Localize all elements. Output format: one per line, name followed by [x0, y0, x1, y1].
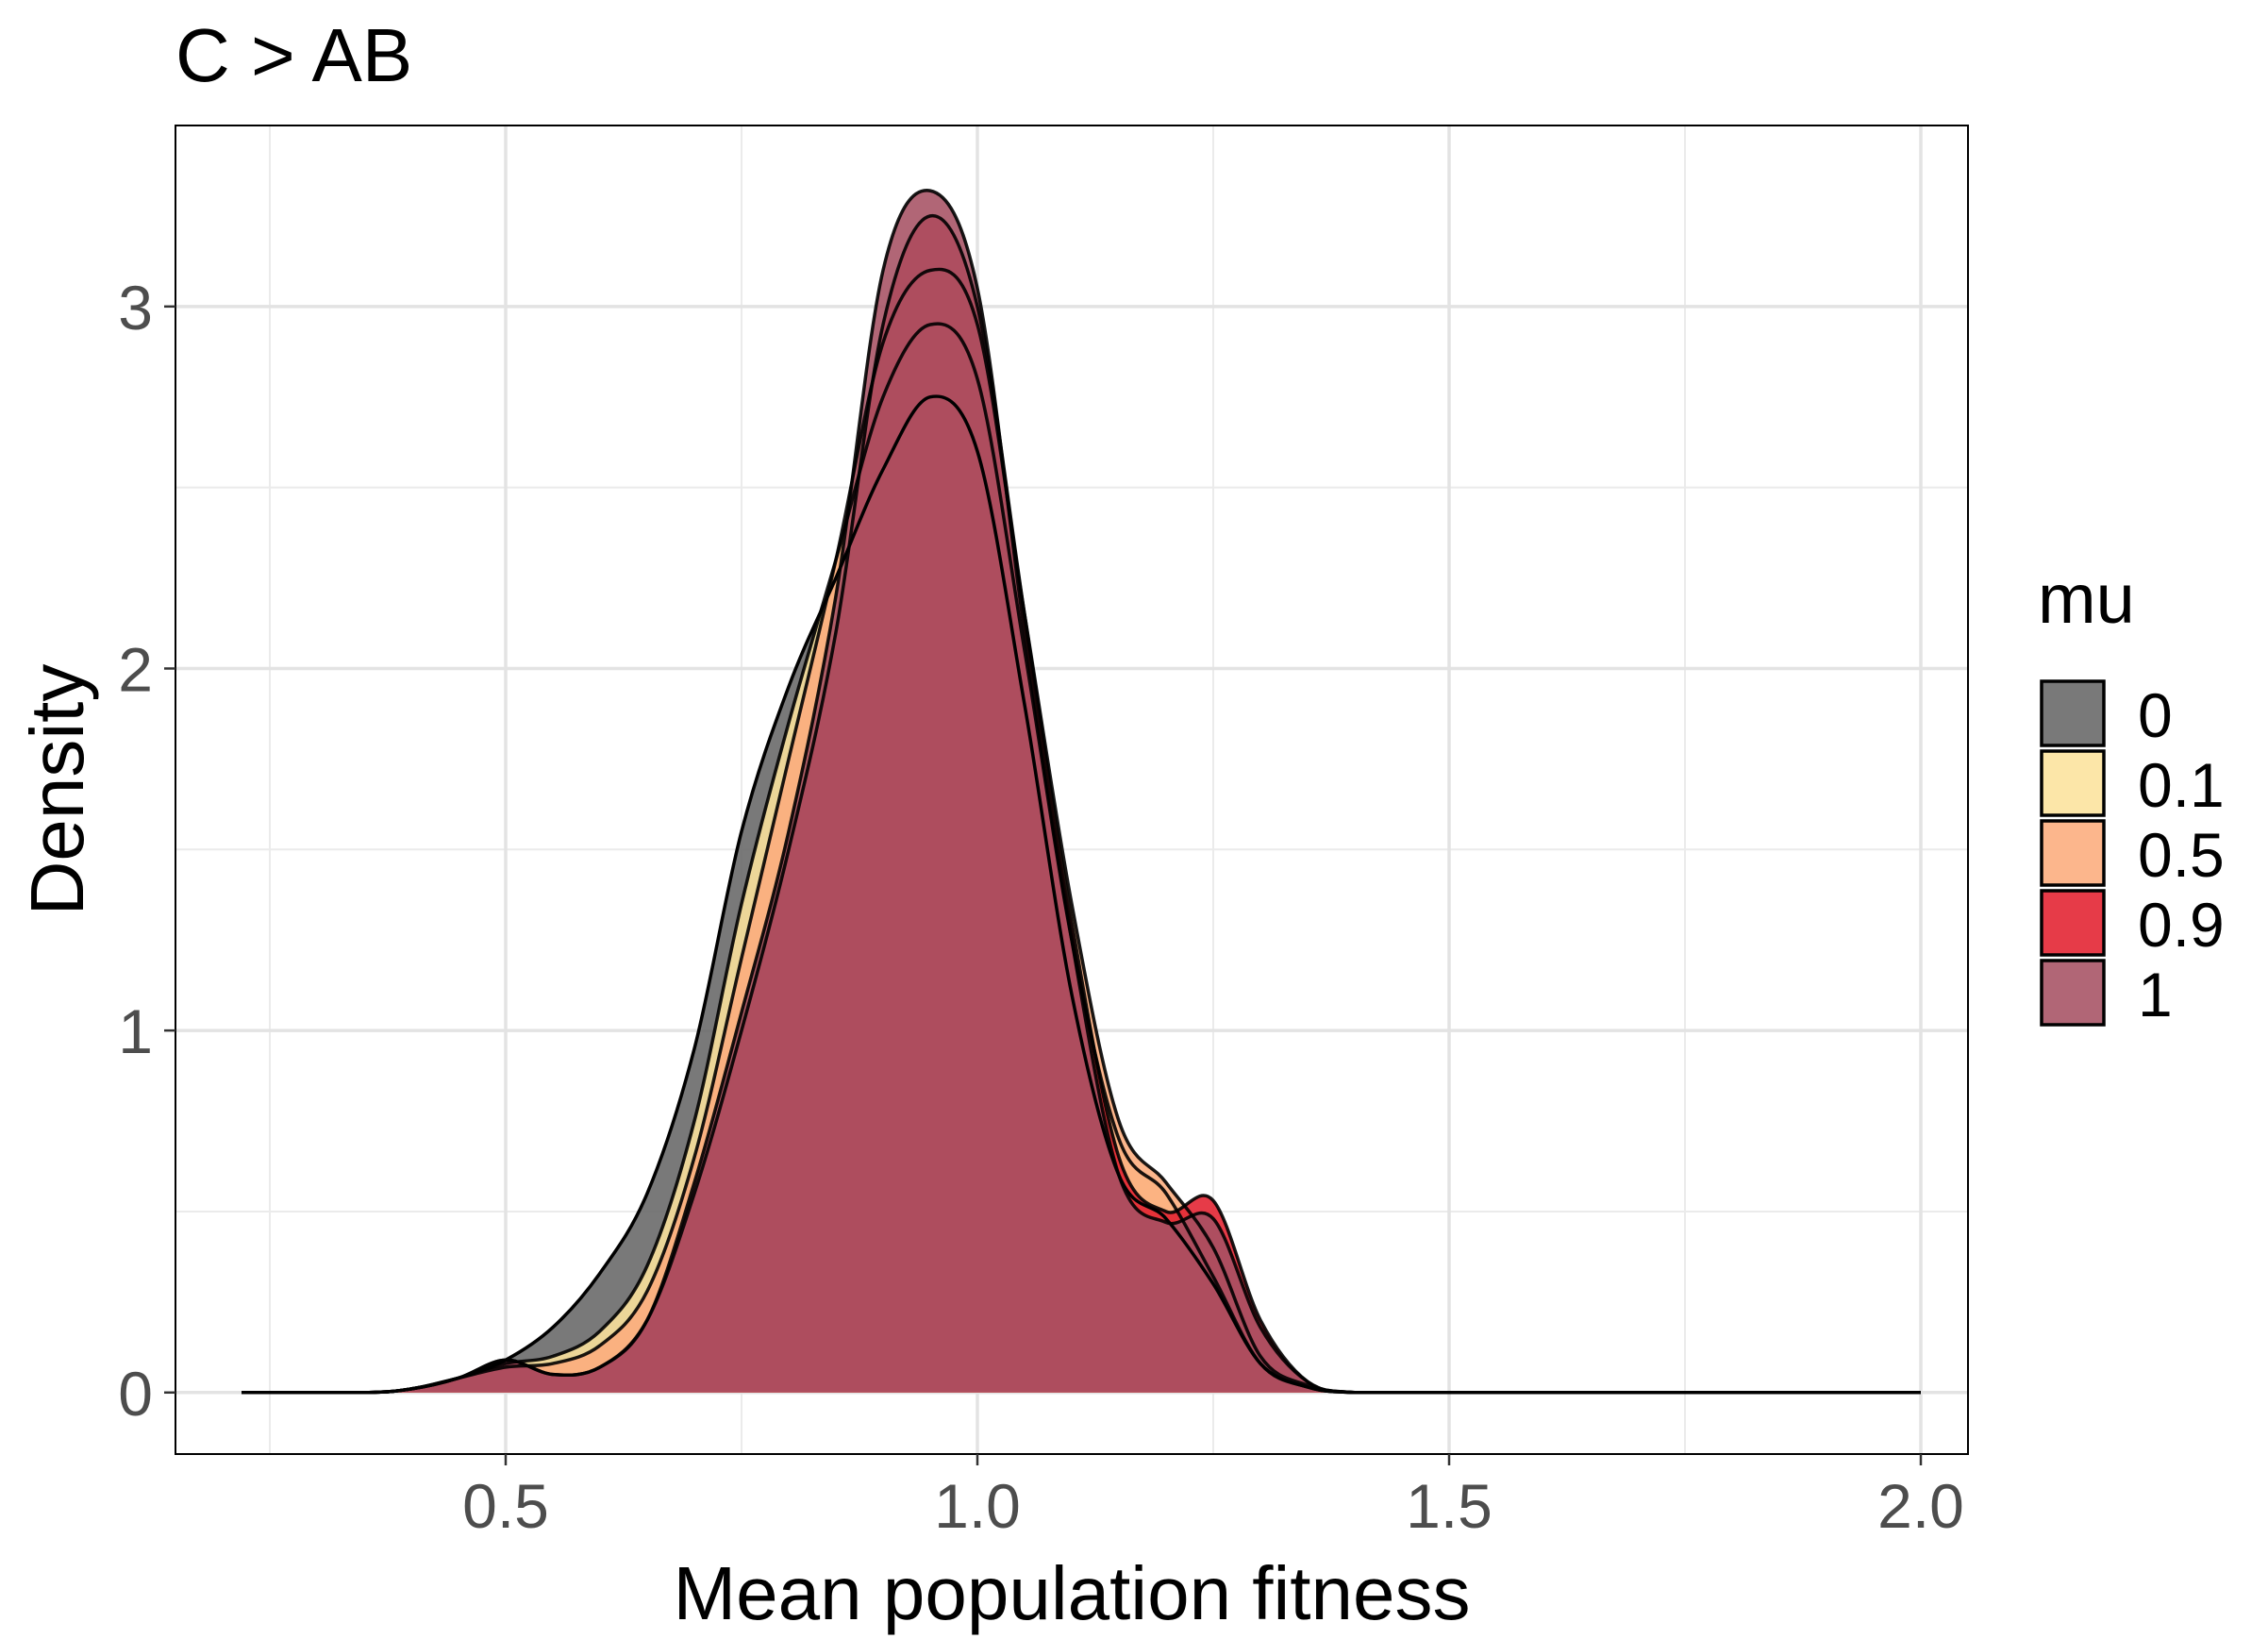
- legend: mu 00.10.50.91: [2038, 560, 2225, 1029]
- legend-key-mu-0: [2040, 679, 2106, 747]
- x-tick-label: 0.5: [462, 1471, 549, 1541]
- density-outlines: [241, 188, 1921, 1395]
- density-area-mu-1: [242, 190, 1921, 1393]
- x-tick-label: 1.5: [1406, 1471, 1493, 1541]
- y-tick-label: 2: [118, 634, 153, 704]
- legend-item-mu-0: 0: [2040, 679, 2173, 750]
- legend-key-mu-0.1: [2040, 749, 2106, 817]
- x-tick-label: 1.0: [934, 1471, 1021, 1541]
- legend-label-mu-1: 1: [2138, 960, 2173, 1029]
- y-tick-label: 0: [118, 1359, 153, 1429]
- legend-item-mu-0.5: 0.5: [2040, 819, 2225, 890]
- density-line-mu-0.1: [241, 322, 1921, 1395]
- y-tick-label: 1: [118, 996, 153, 1066]
- legend-item-mu-0.1: 0.1: [2040, 749, 2225, 820]
- legend-item-mu-0.9: 0.9: [2040, 889, 2225, 960]
- density-line-mu-1: [241, 188, 1921, 1395]
- chart-title: C > AB: [175, 13, 412, 97]
- density-areas: [242, 190, 1921, 1393]
- legend-key-mu-1: [2040, 959, 2106, 1027]
- y-axis-title: Density: [15, 664, 99, 916]
- x-axis-title: Mean population fitness: [674, 1551, 1471, 1635]
- legend-label-mu-0.1: 0.1: [2138, 750, 2225, 820]
- plot-border: [175, 125, 1969, 1455]
- density-line-mu-0.5: [241, 267, 1921, 1395]
- legend-key-mu-0.5: [2040, 819, 2106, 887]
- y-axis: 0 1 2 3: [118, 273, 175, 1429]
- x-axis: 0.5 1.0 1.5 2.0: [462, 1454, 1964, 1541]
- y-tick-label: 3: [118, 273, 153, 343]
- legend-label-mu-0.9: 0.9: [2138, 890, 2225, 960]
- legend-title: mu: [2038, 560, 2135, 638]
- x-tick-label: 2.0: [1877, 1471, 1964, 1541]
- legend-label-mu-0: 0: [2138, 680, 2173, 750]
- legend-key-mu-0.9: [2040, 889, 2106, 957]
- legend-label-mu-0.5: 0.5: [2138, 820, 2225, 890]
- legend-item-mu-1: 1: [2040, 959, 2173, 1029]
